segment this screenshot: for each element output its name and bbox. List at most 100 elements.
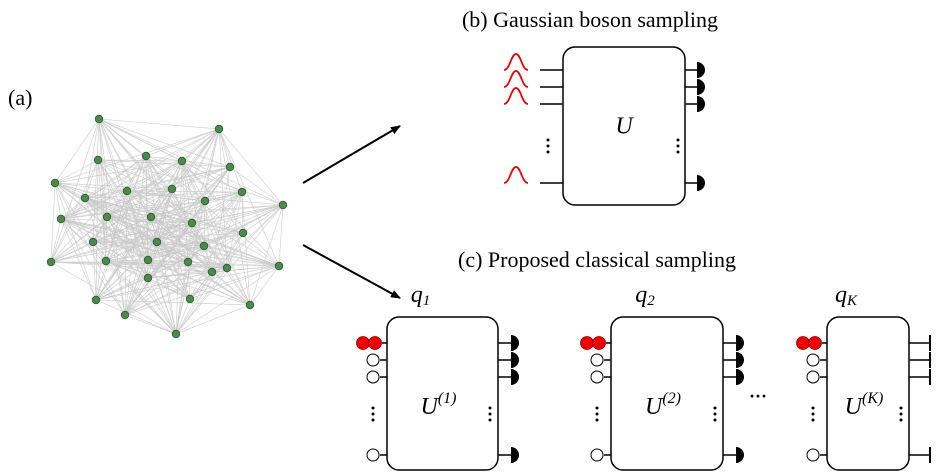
unitary-box	[826, 316, 910, 471]
detector	[511, 447, 519, 463]
edge	[98, 118, 107, 262]
edge	[147, 259, 251, 306]
edge	[60, 218, 158, 243]
node	[56, 214, 66, 224]
edge	[189, 265, 280, 300]
node	[214, 124, 224, 134]
photon	[808, 336, 822, 350]
edge	[175, 200, 206, 335]
edge	[203, 245, 280, 267]
edge	[126, 190, 243, 193]
edge	[226, 267, 251, 306]
edge	[95, 216, 108, 301]
edge	[50, 241, 94, 263]
node	[101, 256, 111, 266]
edge	[124, 216, 152, 316]
dot	[546, 138, 550, 142]
edge	[204, 200, 213, 273]
edge	[175, 304, 251, 335]
edge	[98, 118, 220, 130]
edge	[60, 218, 126, 316]
edge	[175, 265, 280, 335]
edge	[124, 265, 280, 316]
edge	[218, 128, 231, 168]
edge	[95, 241, 158, 301]
dot	[488, 412, 492, 416]
node	[94, 114, 104, 124]
edge	[145, 128, 220, 157]
edge	[92, 118, 100, 243]
edge	[54, 182, 62, 220]
edge	[150, 216, 280, 267]
edge	[204, 200, 251, 306]
edge	[242, 204, 284, 234]
dot	[676, 150, 680, 154]
edge	[150, 204, 284, 218]
arrow	[302, 125, 401, 184]
detector	[736, 447, 744, 463]
node	[46, 257, 56, 267]
edge	[105, 216, 108, 262]
edge	[156, 241, 280, 267]
edge	[60, 218, 191, 300]
edge	[171, 188, 193, 224]
edge	[181, 160, 280, 267]
panel-title: (c) Proposed classical sampling	[458, 247, 736, 272]
dot	[676, 138, 680, 142]
edge	[147, 188, 173, 261]
edge	[105, 166, 231, 262]
detector	[697, 96, 705, 112]
photon	[356, 336, 370, 350]
edge	[60, 200, 206, 220]
node	[102, 212, 112, 222]
edge	[54, 118, 100, 184]
node	[207, 267, 217, 277]
edge	[60, 218, 107, 262]
edge	[60, 190, 128, 220]
dot	[899, 412, 903, 416]
edge	[98, 118, 231, 168]
edge	[60, 218, 97, 301]
edge	[150, 216, 189, 263]
node	[120, 310, 130, 320]
edge	[249, 204, 284, 306]
edge	[147, 271, 213, 279]
ellipsis: ···	[749, 386, 767, 406]
edge	[92, 241, 97, 301]
edge	[54, 159, 99, 184]
edge	[156, 241, 205, 247]
edge	[218, 128, 243, 193]
edge	[106, 216, 158, 243]
unitary-label: U(2)	[645, 390, 681, 420]
dot	[488, 406, 492, 410]
edge	[54, 182, 97, 301]
edge	[145, 155, 183, 162]
edge	[150, 216, 177, 335]
node	[167, 184, 177, 194]
edge	[84, 197, 152, 218]
edge	[95, 232, 244, 301]
unitary-label: U(1)	[421, 390, 457, 420]
edge	[84, 155, 147, 199]
edge	[105, 259, 149, 262]
node	[91, 295, 101, 305]
edge	[60, 188, 173, 220]
stage-weight: qK	[835, 282, 858, 310]
edge	[95, 265, 280, 301]
edge	[97, 159, 243, 193]
pulse	[503, 70, 529, 88]
photon	[796, 336, 810, 350]
edge	[60, 218, 193, 224]
dot	[546, 150, 550, 154]
edge	[50, 218, 62, 263]
node	[177, 156, 187, 166]
edge	[124, 245, 205, 316]
edge	[229, 166, 284, 206]
edge	[95, 299, 251, 306]
edge	[95, 271, 213, 301]
panel-label: (a)	[8, 85, 32, 110]
detector	[511, 352, 519, 368]
dot	[595, 418, 599, 422]
edge	[106, 216, 280, 267]
node	[171, 329, 181, 339]
